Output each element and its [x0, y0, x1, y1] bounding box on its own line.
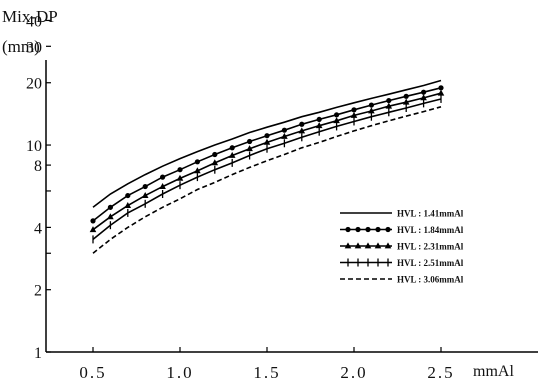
series-line: [92, 98, 442, 241]
legend: HVL : 1.41mmAl HVL : 1.84mmAl HVL : 2.31mm…: [340, 209, 464, 285]
y-tick-label: 10: [26, 138, 42, 155]
data-point: [316, 116, 322, 123]
data-point: [211, 159, 219, 166]
y-tick-label: 40: [26, 13, 42, 30]
data-point: [402, 98, 410, 105]
data-point: [421, 89, 427, 95]
data-point: [374, 242, 382, 249]
data-point: [350, 111, 358, 118]
data-point: [90, 218, 96, 224]
x-tick-label: 1.5: [253, 363, 280, 382]
data-point: [375, 226, 381, 233]
data-point: [141, 191, 149, 198]
data-point: [368, 107, 375, 114]
legend-item: HVL : 2.31mmAl: [340, 242, 464, 252]
series-4: [92, 94, 442, 244]
data-point: [315, 122, 323, 129]
data-point: [364, 242, 372, 249]
legend-label: HVL : 3.06mmAl: [397, 275, 464, 285]
data-point: [194, 167, 201, 174]
data-point: [212, 151, 218, 158]
x-axis-ticks: 0.5 1.0 1.5 2.0 2.5: [79, 347, 454, 382]
x-tick-label: 2.5: [427, 363, 454, 382]
data-point: [281, 132, 288, 139]
legend-label: HVL : 2.31mmAl: [397, 242, 464, 252]
legend-item: HVL : 3.06mmAl: [340, 275, 464, 285]
y-tick-label: 30: [26, 39, 42, 56]
data-point: [384, 242, 392, 249]
data-point: [176, 174, 184, 181]
data-point: [385, 226, 391, 233]
data-point: [351, 107, 357, 113]
data-point: [125, 192, 131, 199]
y-axis-unit: (mm): [2, 37, 40, 56]
x-tick-label: 1.0: [166, 363, 193, 382]
data-point: [160, 174, 166, 180]
data-point: [228, 151, 236, 158]
data-point: [438, 85, 444, 91]
data-point: [345, 226, 351, 233]
data-point: [334, 112, 340, 118]
series-5: [92, 106, 442, 254]
y-tick-label: 8: [34, 158, 42, 175]
legend-label: HVL : 2.51mmAl: [397, 258, 464, 268]
data-point: [354, 242, 362, 249]
legend-item: HVL : 2.51mmAl: [340, 258, 464, 268]
data-point: [333, 117, 340, 124]
data-point: [281, 127, 287, 133]
y-tick-label: 1: [34, 345, 42, 362]
data-point: [386, 97, 392, 104]
data-point: [365, 226, 371, 233]
data-point: [263, 138, 271, 145]
y-tick-label: 20: [26, 76, 42, 93]
data-point: [368, 102, 374, 108]
y-tick-label: 2: [34, 283, 42, 300]
data-point: [403, 93, 409, 99]
data-point: [89, 226, 97, 233]
series-line: [92, 106, 442, 254]
x-axis-unit: mmAl: [473, 363, 514, 380]
series-1: [92, 79, 442, 208]
data-point: [420, 94, 427, 101]
data-point: [246, 145, 253, 152]
y-axis-ticks: 1 2 4 8 10 20 30 40: [26, 13, 51, 362]
data-point: [159, 182, 166, 189]
x-tick-label: 2.0: [340, 363, 367, 382]
data-point: [264, 133, 270, 139]
data-point: [385, 102, 393, 109]
legend-label: HVL : 1.41mmAl: [397, 209, 464, 219]
axes: [45, 60, 538, 353]
data-point: [229, 145, 235, 151]
data-point: [298, 127, 306, 134]
data-point: [142, 183, 148, 190]
data-point: [437, 89, 445, 96]
y-tick-label: 4: [34, 220, 42, 237]
data-point: [299, 121, 305, 127]
legend-label: HVL : 1.84mmAl: [397, 225, 464, 235]
series-group: [89, 79, 445, 254]
data-point: [107, 204, 113, 210]
series-2: [90, 85, 444, 224]
data-point: [194, 159, 200, 165]
data-point: [344, 242, 352, 249]
x-tick-label: 0.5: [79, 363, 106, 382]
y-axis-title: Mix-DP: [2, 7, 58, 26]
series-3: [89, 89, 445, 233]
series-line: [92, 79, 442, 208]
legend-item: HVL : 1.41mmAl: [340, 209, 464, 219]
data-point: [247, 138, 253, 145]
data-point: [124, 201, 132, 208]
data-point: [107, 213, 114, 220]
legend-item: HVL : 1.84mmAl: [340, 225, 464, 235]
data-point: [355, 226, 361, 233]
data-point: [177, 167, 183, 173]
